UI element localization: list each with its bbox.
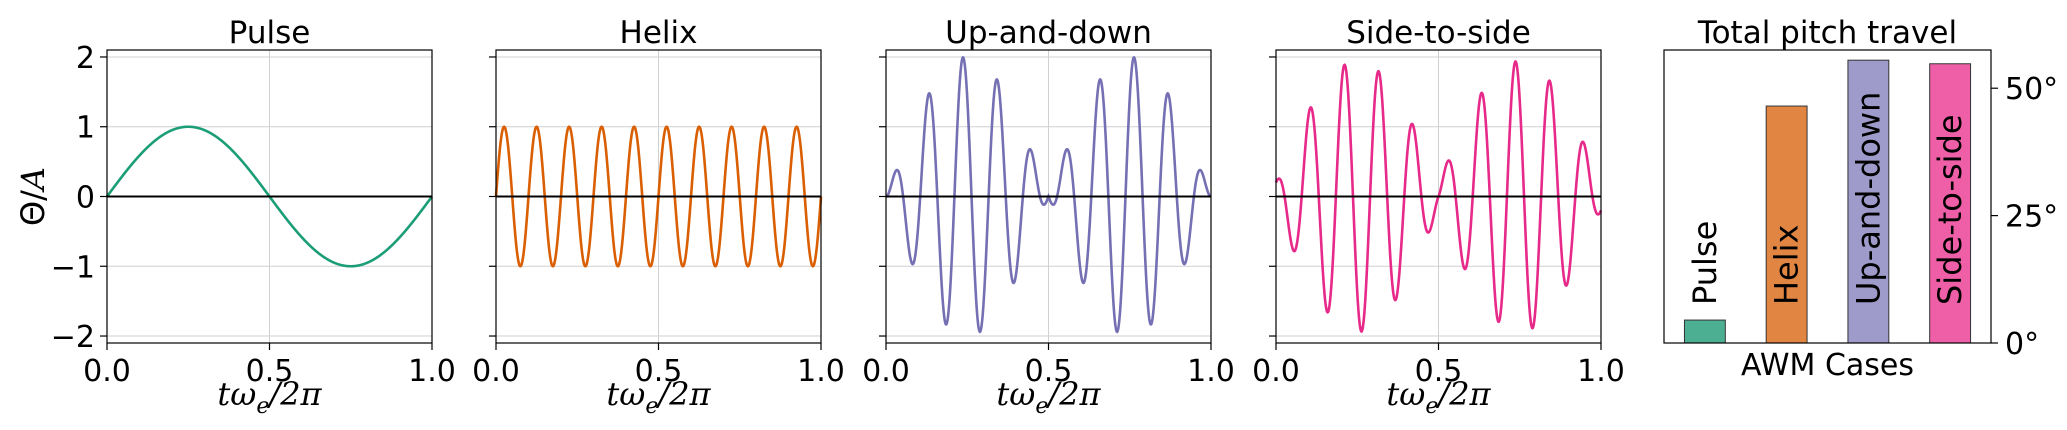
y-tick-label: 0 [76,181,95,216]
panel-title: Helix [620,15,698,51]
bar-up-and-down [1847,59,1890,344]
y-tick-label: −2 [51,320,95,355]
bar-label-pulse: Pulse [1686,221,1724,305]
y-tick-label: 25° [2005,200,2058,235]
bar-helix [1765,105,1808,344]
bar-pulse [1683,319,1726,344]
x-tick-label: 0.5 [635,354,683,389]
panel-title: Total pitch travel [1697,15,1957,51]
x-tick-label: 0.5 [1415,354,1463,389]
x-axis-label: tωe/2π [217,375,322,419]
x-tick-label: 1.0 [1577,354,1625,389]
x-tick-label: 1.0 [1187,354,1235,389]
up-and-down-panel: 0.0 0.5 1.0 Up-and-down tωe/2π [862,15,1235,419]
y-tick-label: −1 [51,250,95,285]
y-tick-label: 1 [76,111,95,146]
bar-side-to-side [1929,63,1972,344]
x-axis-label: tωe/2π [1386,375,1491,419]
panel-title: Side-to-side [1346,15,1531,51]
x-tick-label: 1.0 [797,354,845,389]
x-axis-label: tωe/2π [606,375,711,419]
pulse-panel: 0.0 0.5 1.0 −2 −1 0 1 2 Pulse tωe/2π Θ/A [14,15,456,419]
side-to-side-panel: 0.0 0.5 1.0 Side-to-side tωe/2π [1252,15,1625,419]
panel-title: Pulse [229,15,311,51]
panel-title: Up-and-down [945,15,1152,51]
y-tick-label: 0° [2005,327,2039,362]
y-tick-label: 50° [2005,72,2058,107]
y-tick-label: 2 [76,41,95,76]
x-axis-label: AWM Cases [1741,348,1914,383]
x-tick-label: 1.0 [408,354,456,389]
x-tick-label: 0.0 [1252,354,1300,389]
bar-label-side-to-side: Side-to-side [1931,114,1969,305]
x-tick-label: 0.5 [246,354,294,389]
x-tick-label: 0.0 [862,354,910,389]
x-tick-label: 0.0 [83,354,131,389]
x-tick-label: 0.5 [1025,354,1073,389]
bar-label-up-and-down: Up-and-down [1849,92,1887,305]
axes-frame [1663,49,1992,344]
x-axis-label: tωe/2π [996,375,1101,419]
x-tick-label: 0.0 [472,354,520,389]
bar-label-helix: Helix [1768,225,1806,305]
pitch-travel-bar-panel: Pulse Helix Up-and-down Side-to-side 0° 25° 50… [1663,15,2058,383]
helix-panel: 0.0 0.5 1.0 Helix tωe/2π [472,15,845,419]
y-axis-label: Θ/A [14,167,52,226]
